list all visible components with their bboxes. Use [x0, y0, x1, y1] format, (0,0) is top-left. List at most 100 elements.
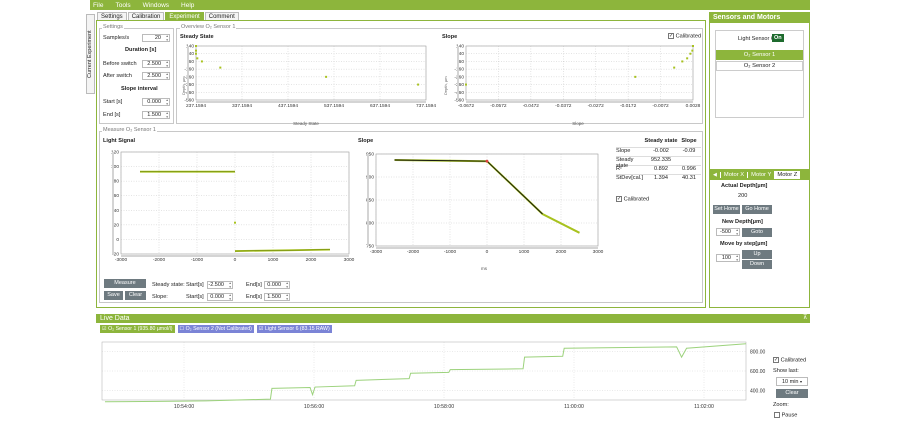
table-cell: Steady state [616, 157, 634, 169]
new-depth-label: New Depth[µm] [722, 219, 763, 225]
overview-slope-y-scrollbar [457, 46, 459, 100]
goto-button[interactable]: Goto [742, 228, 772, 237]
tab-motor-x[interactable]: Motor X [719, 171, 747, 178]
menu-file[interactable]: File [93, 1, 104, 9]
light-signal-xtick: 1000 [268, 257, 279, 263]
light-signal-xtick: -3000 [115, 257, 128, 263]
overview-steady-ytick: -460 [184, 90, 194, 96]
show-last-select[interactable]: 10 min ▾ [776, 377, 808, 386]
data-point [200, 60, 203, 63]
overview-slope-xtick: -0.0272 [588, 103, 605, 109]
menu-help[interactable]: Help [181, 1, 195, 9]
live-ytick: 400.00 [750, 388, 766, 394]
end-input[interactable]: 1.500 [142, 111, 170, 119]
overview-steady-title: Steady State [180, 34, 214, 40]
settings-title: Settings [102, 24, 124, 30]
slope-start-input[interactable]: 0.000 [207, 293, 233, 301]
switch-point-marker [485, 159, 489, 163]
data-point [219, 66, 222, 69]
steady-end-input[interactable]: 0.000 [264, 281, 290, 289]
down-button[interactable]: Down [742, 260, 772, 269]
go-home-button[interactable]: Go Home [742, 205, 772, 214]
overview-slope-ytick: 40 [459, 51, 465, 57]
tab-motor-z[interactable]: Motor Z [774, 170, 801, 179]
measure-button[interactable]: Measure [104, 279, 146, 288]
save-button[interactable]: Save [104, 291, 123, 300]
data-point [417, 83, 420, 86]
overview-slope-xtick: -0.0672 [458, 103, 475, 109]
light-signal-ytick: 0 [116, 237, 119, 243]
legend-o2-sensor-2[interactable]: ☐ O₂ Sensor 2 (Not Calibrated) [177, 325, 254, 333]
menu-tools[interactable]: Tools [115, 1, 131, 9]
motor-tabs-left-arrow-icon[interactable]: ◀ [713, 171, 717, 178]
set-home-button[interactable]: Set Home [713, 205, 740, 214]
live-clear-button[interactable]: Clear [776, 389, 808, 398]
overview-slope-xtick: 0.0028 [686, 103, 701, 109]
sensor-item-o2-2[interactable]: O₂ Sensor 2 [716, 61, 803, 71]
overview-slope-xtick: -0.0472 [523, 103, 540, 109]
legend-light-sensor-6[interactable]: ☑ Light Sensor 6 (83.15 RAW) [256, 325, 332, 333]
legend-o2-sensor-1[interactable]: ☑ O₂ Sensor 1 (935.80 µmol/l) [100, 325, 175, 333]
measure-slope-y-scrollbar [367, 154, 369, 246]
clear-measure-button[interactable]: Clear [125, 291, 146, 300]
checkbox-check-icon: ✓ [616, 196, 622, 202]
data-point [465, 83, 467, 86]
live-xtick: 10:56:00 [304, 404, 324, 410]
data-point [692, 45, 694, 47]
measure-slope-xtick: 1000 [519, 249, 530, 255]
light-signal-title: Light Signal [103, 138, 136, 144]
overview-slope-xtick: -0.0072 [652, 103, 669, 109]
overview-title: Overview O₂ Sensor 1 [180, 24, 237, 30]
overview-slope-ytick: -360 [454, 82, 464, 88]
slope-end-label: End[s] [246, 294, 262, 300]
measure-title: Measure O₂ Sensor 1 [102, 127, 157, 133]
overview-slope-xtick: -0.0172 [620, 103, 637, 109]
tab-experiment[interactable]: Experiment [165, 12, 204, 21]
data-point [325, 75, 328, 78]
light-signal-y-scrollbar [112, 152, 114, 254]
start-input[interactable]: 0.000 [142, 98, 170, 106]
new-depth-input[interactable]: -500 [716, 228, 740, 236]
up-button[interactable]: Up [742, 250, 772, 259]
current-experiment-tab[interactable]: Current Experiment [86, 14, 95, 94]
actual-depth-value: 200 [738, 193, 748, 199]
measure-slope-ytick: 850 [366, 198, 374, 204]
after-switch-input[interactable]: 2.500 [142, 72, 170, 80]
slope-interval-label: Slope interval [121, 86, 158, 92]
tab-settings[interactable]: Settings [97, 12, 127, 21]
live-data-pin-icon[interactable]: ⊼ [803, 315, 808, 321]
before-switch-input[interactable]: 2.500 [142, 60, 170, 68]
slope-end-input[interactable]: 1.500 [264, 293, 290, 301]
steady-state-row-label: Steady state: [152, 282, 185, 288]
measure-calibrated-checkbox[interactable]: ✓ Calibrated [616, 196, 649, 202]
steady-start-input[interactable]: -2.500 [207, 281, 233, 289]
tab-comment[interactable]: Comment [204, 12, 239, 21]
overview-slope-xtick: -0.0572 [490, 103, 507, 109]
start-label: Start [s] [103, 99, 123, 105]
live-calibrated-checkbox[interactable]: ✓ Calibrated [773, 357, 806, 363]
live-ytick: 800.00 [750, 350, 766, 356]
move-step-input[interactable]: 100 [716, 254, 740, 262]
sensor-item-o2-1[interactable]: O₂ Sensor 1 [716, 50, 803, 60]
overview-calibrated-checkbox[interactable]: ✓ Calibrated [668, 33, 701, 39]
pause-checkbox[interactable]: Pause [774, 412, 797, 418]
overview-steady-xtick: 237.1594 [186, 103, 206, 109]
overview-steady-xtick: 637.1594 [370, 103, 390, 109]
slope-row-label: Slope: [152, 294, 168, 300]
actual-depth-label: Actual Depth[µm] [721, 183, 768, 189]
tab-calibration[interactable]: Calibration [127, 12, 165, 21]
table-header: Steady state Slope [644, 138, 697, 144]
light-sensor-on-toggle[interactable]: On [772, 34, 784, 42]
menu-windows[interactable]: Windows [142, 1, 170, 9]
samples-input[interactable]: 20 [142, 34, 170, 42]
measure-slope-xtick: -2000 [407, 249, 420, 255]
steady-xlabel: Steady State [293, 121, 319, 126]
overview-steady-xtick: 437.1594 [278, 103, 298, 109]
after-switch-label: After switch [103, 73, 132, 79]
tab-motor-y[interactable]: Motor Y [747, 171, 774, 178]
measure-slope-ytick: 800 [366, 221, 374, 227]
table-cell: 952.335 [650, 157, 672, 163]
data-point [634, 75, 637, 78]
overview-slope-ytick: -260 [454, 74, 464, 80]
